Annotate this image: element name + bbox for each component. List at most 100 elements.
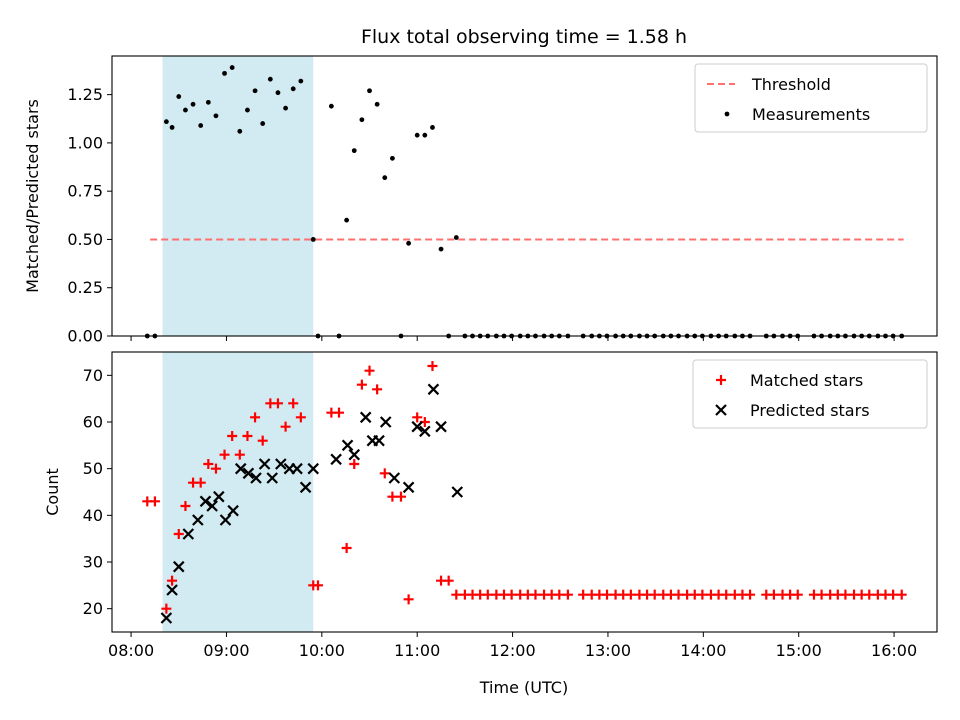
bottom-point-predicted	[242, 467, 255, 480]
bottom-point-matched	[288, 398, 299, 409]
bottom-axes-frame	[111, 351, 938, 633]
top-point	[222, 70, 227, 76]
x-tick-label: 11:00	[394, 641, 440, 660]
top-legend: Threshold Measurements	[694, 63, 928, 133]
bottom-point-matched	[395, 491, 406, 502]
bottom-point-matched	[530, 589, 541, 600]
bottom-point-matched	[149, 496, 160, 507]
bottom-point-matched	[364, 365, 375, 376]
top-point	[422, 132, 428, 138]
bottom-point-matched	[387, 491, 398, 502]
top-panel: 0.00 0.25 0.50 0.75 1.00 1.25 Matched/Predicte…	[23, 55, 938, 346]
bottom-y-tick-label: 70	[83, 366, 103, 385]
bottom-point-matched	[180, 501, 191, 511]
top-y-axis-label: Matched/Predicted stars	[23, 99, 42, 293]
top-point	[213, 113, 219, 119]
bottom-legend-box	[692, 359, 928, 429]
top-point	[438, 246, 444, 252]
bottom-point-matched	[161, 603, 172, 614]
bottom-point-predicted	[451, 486, 464, 498]
x-tick-label: 09:00	[203, 641, 249, 660]
bottom-point-matched	[792, 589, 803, 600]
bottom-point-matched	[167, 575, 178, 586]
bottom-y-tick-label: 20	[83, 599, 103, 618]
top-point	[310, 237, 316, 242]
bottom-point-matched	[295, 412, 306, 423]
top-point	[351, 148, 357, 154]
bottom-point-matched	[203, 459, 214, 469]
bottom-point-predicted	[213, 490, 225, 503]
bottom-point-predicted	[330, 453, 342, 466]
bottom-point-predicted	[199, 495, 212, 508]
top-series-0	[144, 65, 905, 339]
bottom-point-matched	[888, 589, 899, 600]
top-point	[367, 88, 372, 94]
top-point	[190, 101, 196, 107]
bottom-point-matched	[379, 468, 390, 479]
bottom-point-predicted	[348, 448, 361, 461]
bottom-point-matched	[721, 589, 732, 600]
top-point	[198, 123, 204, 128]
bottom-y-tick-label: 30	[83, 553, 103, 572]
chart-title: Flux total observing time = 1.58 h	[361, 26, 687, 48]
bottom-legend-handle-matched	[716, 375, 726, 385]
top-point	[267, 76, 273, 82]
top-point	[390, 155, 395, 161]
top-point	[406, 240, 412, 246]
bottom-point-predicted	[411, 420, 423, 433]
bottom-point-matched	[403, 594, 414, 605]
bottom-point-matched	[372, 384, 383, 395]
bottom-point-matched	[250, 412, 261, 423]
bottom-point-predicted	[206, 500, 218, 512]
top-point	[453, 235, 459, 240]
bottom-point-predicted	[227, 504, 239, 517]
bottom-point-predicted	[275, 458, 287, 470]
bottom-point-matched	[341, 543, 352, 553]
bottom-point-matched	[412, 412, 423, 423]
top-point	[205, 99, 211, 105]
bottom-point-matched	[443, 575, 454, 586]
bottom-point-matched	[210, 463, 221, 474]
bottom-point-matched	[816, 589, 827, 600]
bottom-point-predicted	[307, 462, 320, 475]
bottom-point-predicted	[160, 612, 173, 624]
bottom-point-predicted	[192, 514, 204, 526]
bottom-point-matched	[864, 589, 875, 600]
x-tick-label: 14:00	[680, 641, 726, 660]
bottom-series-0	[142, 361, 907, 614]
top-point	[283, 105, 288, 111]
bottom-point-predicted	[379, 416, 392, 428]
top-point	[359, 117, 365, 123]
bottom-point-predicted	[172, 560, 185, 573]
bottom-point-predicted	[258, 458, 271, 470]
bottom-legend-label: Matched stars	[750, 371, 863, 390]
bottom-point-matched	[356, 379, 367, 390]
bottom-point-matched	[745, 589, 756, 600]
x-axis-label: Time (UTC)	[479, 678, 568, 697]
bottom-point-matched	[195, 477, 206, 488]
top-y-tick-label: 0.00	[67, 327, 103, 346]
top-legend-handle-measurements	[724, 111, 730, 117]
top-point	[290, 86, 296, 92]
bottom-point-matched	[602, 589, 612, 600]
bottom-panel: 20 30 40 50 60 70 08:00 09:00 10:00 11:00 12:00 13:…	[43, 351, 938, 660]
top-point	[414, 132, 420, 138]
bottom-point-predicted	[373, 434, 385, 447]
top-point	[229, 65, 235, 70]
bottom-point-matched	[349, 459, 360, 469]
bottom-point-matched	[272, 398, 283, 409]
bottom-point-predicted	[419, 425, 431, 438]
bottom-point-matched	[173, 529, 184, 539]
top-point	[430, 125, 435, 130]
bottom-point-predicted	[250, 472, 262, 484]
top-axes-frame	[111, 55, 938, 337]
bottom-point-matched	[257, 435, 268, 446]
top-point	[260, 121, 266, 126]
top-point	[298, 78, 304, 84]
top-y-tick-label: 1.00	[67, 133, 103, 152]
bottom-point-predicted	[359, 411, 372, 424]
bottom-point-predicted	[291, 462, 303, 475]
bottom-point-predicted	[266, 472, 279, 484]
bottom-point-matched	[840, 589, 851, 600]
bottom-legend-handle-predicted	[715, 404, 727, 416]
